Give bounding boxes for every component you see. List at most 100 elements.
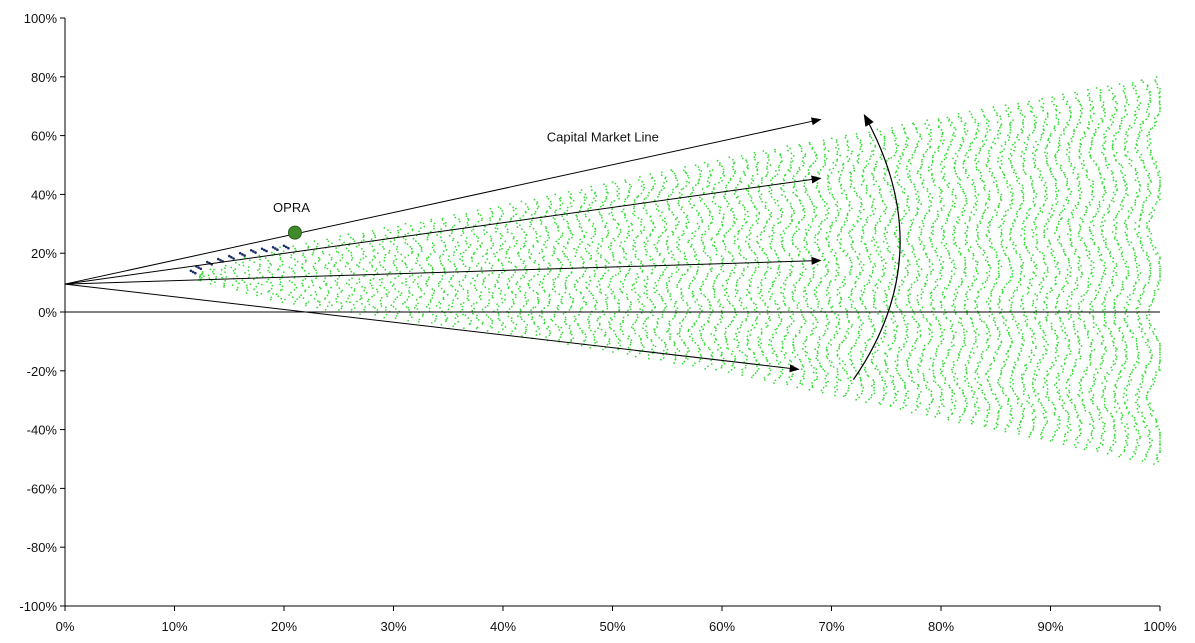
cloud-point (960, 120, 963, 123)
cloud-point (560, 326, 563, 329)
cloud-point (859, 211, 862, 214)
cloud-point (477, 262, 480, 265)
cloud-point (965, 405, 968, 408)
cloud-point (831, 305, 834, 308)
cloud-point (777, 363, 780, 365)
cloud-point (489, 217, 491, 219)
cloud-point (491, 295, 494, 297)
cloud-point (953, 273, 956, 275)
cloud-point (853, 225, 856, 228)
cloud-point (279, 258, 282, 261)
cloud-point (827, 323, 829, 325)
cloud-point (739, 180, 741, 183)
cloud-point (711, 267, 713, 270)
cloud-point (912, 122, 914, 125)
cloud-point (649, 233, 652, 236)
cloud-point (651, 258, 654, 261)
cloud-point (621, 247, 624, 250)
cloud-point (260, 292, 263, 295)
cloud-point (220, 268, 223, 271)
cloud-point (353, 240, 356, 243)
cloud-point (640, 232, 643, 235)
cloud-point (682, 318, 685, 320)
cloud-point (711, 215, 713, 218)
cloud-point (470, 256, 473, 259)
cloud-point (501, 264, 504, 267)
cloud-point (570, 333, 573, 336)
cloud-point (242, 261, 244, 264)
cloud-point (680, 288, 682, 291)
cloud-point (921, 160, 923, 163)
cloud-point (639, 337, 642, 340)
cloud-point (512, 321, 515, 324)
cloud-point (588, 324, 591, 327)
cloud-point (596, 285, 599, 288)
cloud-point (910, 219, 912, 222)
cloud-point (604, 258, 607, 261)
cloud-point (786, 326, 789, 329)
cloud-point (876, 287, 879, 289)
cloud-point (420, 250, 423, 253)
cloud-point (587, 318, 589, 321)
cloud-point (828, 168, 831, 171)
cloud-point (905, 212, 907, 215)
cloud-point (465, 215, 468, 218)
cloud-point (943, 204, 945, 207)
cloud-point (371, 245, 374, 248)
cloud-point (815, 372, 818, 374)
cloud-point (236, 275, 239, 278)
cloud-point (713, 341, 716, 343)
cloud-point (705, 278, 707, 280)
cloud-point (732, 319, 734, 322)
cloud-point (708, 170, 711, 173)
cloud-point (889, 281, 891, 284)
cloud-point (431, 266, 434, 269)
cloud-point (653, 199, 656, 202)
cloud-point (246, 287, 248, 289)
cloud-point (699, 287, 701, 290)
cloud-point (845, 217, 848, 220)
cloud-point (393, 264, 396, 267)
cloud-point (608, 321, 610, 324)
cloud-point (698, 169, 701, 171)
cloud-point (762, 247, 764, 250)
cloud-point (881, 321, 884, 323)
cloud-point (523, 320, 526, 323)
cloud-point (847, 149, 849, 152)
cloud-point (974, 185, 976, 188)
cloud-point (777, 266, 780, 269)
cloud-point (504, 240, 507, 243)
cloud-point (942, 398, 944, 401)
cloud-point (782, 295, 785, 298)
cloud-point (394, 254, 396, 257)
cloud-point (722, 264, 724, 267)
cloud-point (905, 359, 908, 362)
cloud-point (854, 285, 857, 288)
cloud-point (858, 210, 861, 212)
cloud-point (588, 244, 591, 247)
cloud-point (672, 231, 675, 234)
cloud-point (816, 263, 819, 266)
cloud-point (390, 304, 393, 307)
cloud-point (746, 335, 749, 338)
cloud-point (925, 384, 927, 387)
cloud-point (671, 256, 673, 259)
cloud-point (891, 342, 894, 345)
cloud-point (865, 187, 868, 190)
cloud-point (453, 214, 455, 216)
cloud-point (561, 250, 564, 253)
cloud-point (561, 234, 564, 237)
cloud-point (747, 347, 750, 350)
cloud-point (635, 281, 638, 283)
cloud-point (852, 164, 855, 167)
cloud-point (425, 305, 428, 308)
cloud-point (841, 360, 844, 362)
cloud-point (401, 282, 404, 284)
cloud-point (936, 218, 939, 221)
cloud-point (661, 299, 664, 302)
cloud-point (935, 318, 938, 320)
cloud-point (940, 263, 942, 265)
cloud-point (752, 202, 754, 204)
cloud-point (583, 202, 586, 205)
cloud-point (845, 198, 848, 200)
